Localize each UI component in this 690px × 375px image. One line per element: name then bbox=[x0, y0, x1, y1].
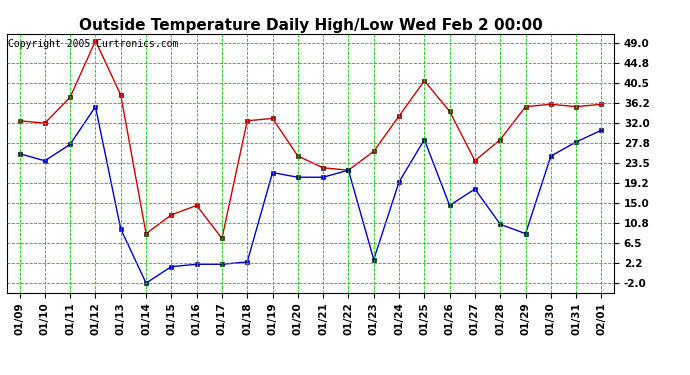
Title: Outside Temperature Daily High/Low Wed Feb 2 00:00: Outside Temperature Daily High/Low Wed F… bbox=[79, 18, 542, 33]
Text: Copyright 2005 Curtronics.com: Copyright 2005 Curtronics.com bbox=[8, 39, 179, 49]
